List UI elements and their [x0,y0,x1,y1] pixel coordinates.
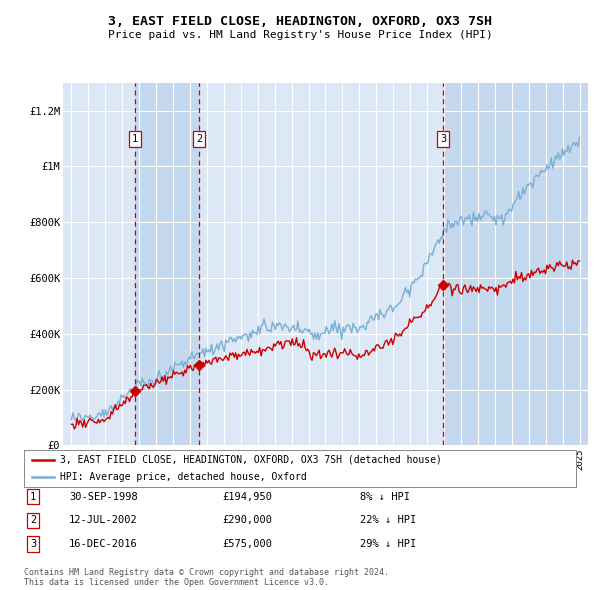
Text: £290,000: £290,000 [222,516,272,525]
Text: Contains HM Land Registry data © Crown copyright and database right 2024.
This d: Contains HM Land Registry data © Crown c… [24,568,389,587]
Text: 16-DEC-2016: 16-DEC-2016 [69,539,138,549]
Text: 2: 2 [30,516,36,525]
Text: £575,000: £575,000 [222,539,272,549]
Text: Price paid vs. HM Land Registry's House Price Index (HPI): Price paid vs. HM Land Registry's House … [107,30,493,40]
Text: 22% ↓ HPI: 22% ↓ HPI [360,516,416,525]
Text: 12-JUL-2002: 12-JUL-2002 [69,516,138,525]
Text: £194,950: £194,950 [222,492,272,502]
Text: 8% ↓ HPI: 8% ↓ HPI [360,492,410,502]
Bar [135,83,199,445]
Text: HPI: Average price, detached house, Oxford: HPI: Average price, detached house, Oxfo… [60,472,307,481]
Text: 2: 2 [196,134,202,144]
Text: 3, EAST FIELD CLOSE, HEADINGTON, OXFORD, OX3 7SH (detached house): 3, EAST FIELD CLOSE, HEADINGTON, OXFORD,… [60,455,442,464]
Text: 3: 3 [440,134,446,144]
Text: 1: 1 [30,492,36,502]
Bar [443,83,588,445]
Text: 30-SEP-1998: 30-SEP-1998 [69,492,138,502]
Text: 3, EAST FIELD CLOSE, HEADINGTON, OXFORD, OX3 7SH: 3, EAST FIELD CLOSE, HEADINGTON, OXFORD,… [108,15,492,28]
Text: 29% ↓ HPI: 29% ↓ HPI [360,539,416,549]
Text: 3: 3 [30,539,36,549]
Text: 1: 1 [132,134,138,144]
